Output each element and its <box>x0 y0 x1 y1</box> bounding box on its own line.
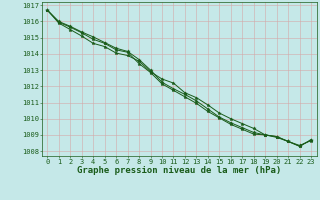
X-axis label: Graphe pression niveau de la mer (hPa): Graphe pression niveau de la mer (hPa) <box>77 166 281 175</box>
